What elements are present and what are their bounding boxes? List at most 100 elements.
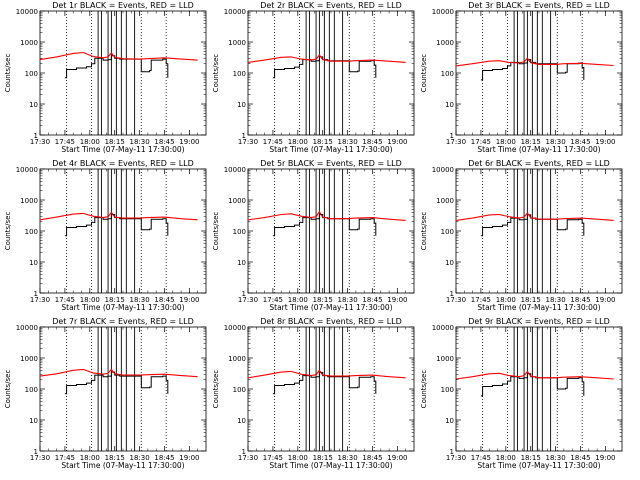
y-tick-label: 1000 [436,197,454,205]
x-tick-label: 17:30 [446,296,466,304]
events-series-line [64,214,169,237]
lld-series-line [248,210,406,221]
events-series-line [272,372,377,395]
plot-frame [39,326,207,452]
plot-area [248,327,406,451]
x-tick-label: 19:00 [595,296,615,304]
plot-area [456,169,614,293]
events-series-line [480,373,585,397]
panel-title: Det 1r BLACK = Events, RED = LLD [52,1,194,10]
lld-series-line [456,57,614,67]
x-tick-label: 18:00 [288,138,308,146]
lld-series-line [248,54,406,63]
x-tick-label: 18:30 [338,138,358,146]
chart-panel-1: Det 1r BLACK = Events, RED = LLD 1 10 100 10… [4,1,207,154]
x-tick-label: 17:45 [471,138,491,146]
plot-area [456,327,614,451]
events-series-line [272,56,377,79]
y-tick-label: 10 [237,259,246,267]
y-tick-label: 100 [25,228,38,236]
y-tick-label: 100 [441,228,454,236]
y-axis-label: Counts/sec [4,54,12,93]
lld-series-line [40,51,198,61]
y-tick-label: 10 [29,259,38,267]
y-tick-label: 100 [25,386,38,394]
x-tick-label: 18:00 [496,454,516,462]
y-tick-label: 1000 [228,197,246,205]
y-tick-label: 1000 [228,39,246,47]
chart-panel-4: Det 4r BLACK = Events, RED = LLD 1 10 100 10… [4,159,207,312]
plot-frame [247,10,415,136]
y-tick-label: 1 [34,448,38,456]
events-series-line [64,371,169,395]
x-tick-label: 18:30 [338,454,358,462]
plot-area [40,327,198,451]
x-tick-label: 17:30 [446,138,466,146]
y-tick-label: 1000 [436,355,454,363]
y-tick-label: 100 [441,70,454,78]
y-tick-label: 10000 [16,166,38,174]
x-tick-label: 18:45 [362,454,382,462]
y-tick-label: 10000 [224,8,246,16]
y-axis-label: Counts/sec [420,370,428,409]
x-axis-label: Start Time (07-May-11 17:30:00) [269,303,392,312]
x-tick-label: 18:45 [154,138,174,146]
y-axis-label: Counts/sec [212,212,220,251]
x-tick-label: 19:00 [179,454,199,462]
x-tick-label: 18:30 [546,138,566,146]
x-tick-label: 17:30 [30,296,50,304]
y-tick-label: 1000 [20,39,38,47]
x-tick-label: 18:00 [80,138,100,146]
x-tick-label: 18:45 [570,296,590,304]
x-tick-label: 18:15 [105,296,125,304]
x-tick-label: 19:00 [387,296,407,304]
panel-title: Det 3r BLACK = Events, RED = LLD [468,1,610,10]
y-tick-label: 1 [242,448,246,456]
x-tick-label: 18:00 [80,296,100,304]
y-tick-label: 10000 [16,324,38,332]
y-tick-label: 1 [242,132,246,140]
x-tick-label: 19:00 [595,454,615,462]
x-tick-label: 17:30 [238,296,258,304]
x-tick-label: 17:45 [263,296,283,304]
plot-frame [455,168,623,294]
y-tick-label: 10 [29,417,38,425]
lld-series-line [40,368,198,378]
y-tick-label: 100 [233,70,246,78]
x-tick-label: 18:00 [288,296,308,304]
chart-panel-8: Det 8r BLACK = Events, RED = LLD 1 10 100 10… [212,317,415,470]
plot-frame [455,10,623,136]
plot-frame [247,326,415,452]
events-series-line [480,214,585,237]
chart-panel-9: Det 9r BLACK = Events, RED = LLD 1 10 100 10… [420,317,623,470]
y-axis-label: Counts/sec [212,54,220,93]
y-tick-label: 1 [34,132,38,140]
y-tick-label: 100 [233,228,246,236]
y-tick-label: 10 [237,101,246,109]
chart-panel-5: Det 5r BLACK = Events, RED = LLD 1 10 100 10… [212,159,415,312]
y-tick-label: 10000 [16,8,38,16]
panel-title: Det 7r BLACK = Events, RED = LLD [52,317,194,326]
x-tick-label: 18:45 [570,454,590,462]
x-tick-label: 18:00 [496,296,516,304]
x-tick-label: 18:45 [154,454,174,462]
events-series-line [272,214,377,237]
y-tick-label: 1 [450,290,454,298]
x-tick-label: 18:00 [496,138,516,146]
plot-area [456,11,614,135]
panel-title: Det 5r BLACK = Events, RED = LLD [260,159,402,168]
x-tick-label: 17:30 [30,138,50,146]
x-tick-label: 17:45 [471,454,491,462]
x-tick-label: 18:15 [105,138,125,146]
y-axis-label: Counts/sec [4,370,12,409]
x-tick-label: 18:15 [105,454,125,462]
y-tick-label: 100 [25,70,38,78]
x-tick-label: 19:00 [387,454,407,462]
y-tick-label: 1 [242,290,246,298]
x-tick-label: 18:30 [130,138,150,146]
x-tick-label: 17:45 [55,454,75,462]
x-tick-label: 18:00 [80,454,100,462]
y-tick-label: 10000 [224,166,246,174]
plot-frame [39,10,207,136]
x-tick-label: 17:30 [238,138,258,146]
